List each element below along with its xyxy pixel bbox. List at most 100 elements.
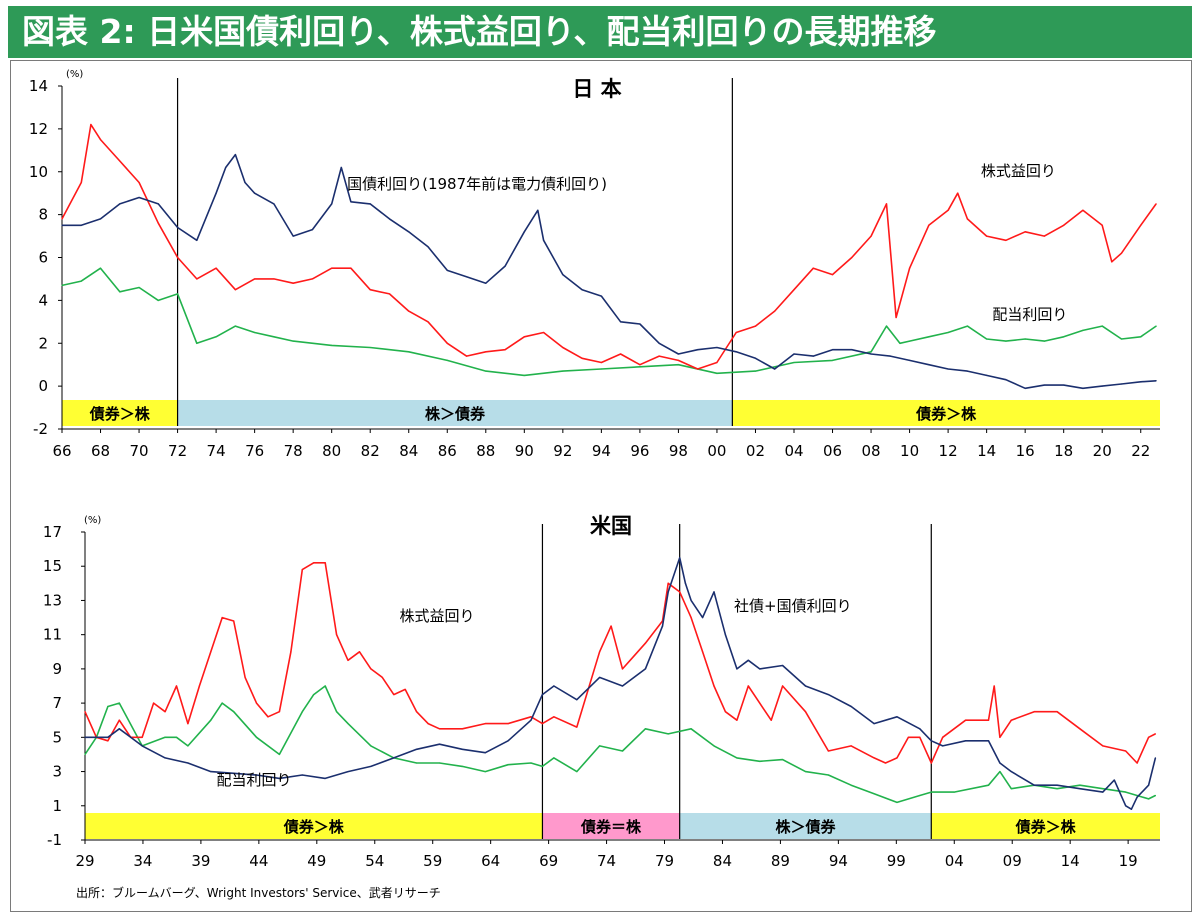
data-point — [393, 757, 395, 759]
data-point — [658, 355, 660, 357]
data-point — [827, 774, 829, 776]
data-point — [292, 340, 294, 342]
data-point — [175, 685, 178, 687]
data-point — [870, 235, 872, 237]
data-point — [1079, 728, 1081, 730]
x-tick-label: 64 — [481, 852, 500, 870]
x-tick-label: 94 — [829, 852, 848, 870]
data-point — [416, 711, 418, 713]
data-point — [484, 752, 486, 754]
data-point — [347, 770, 349, 773]
data-point — [278, 777, 281, 780]
data-point — [198, 685, 200, 687]
data-point — [107, 740, 109, 742]
data-point — [157, 299, 159, 301]
data-point — [221, 702, 223, 704]
data-point — [292, 282, 294, 284]
data-point — [523, 374, 525, 377]
data-point — [851, 256, 853, 259]
data-point — [119, 203, 121, 205]
data-point — [311, 278, 314, 280]
regime-band — [931, 813, 1160, 839]
data-point — [381, 676, 383, 679]
data-point — [576, 699, 578, 701]
data-point — [485, 282, 487, 284]
x-tick-label: 92 — [553, 442, 572, 460]
series-line-earnings — [84, 562, 1156, 764]
data-point — [713, 591, 715, 593]
data-point — [542, 331, 545, 334]
data-point — [899, 342, 901, 344]
series-line-dividend — [84, 685, 1156, 804]
data-point — [1010, 770, 1012, 773]
regime-label: 債券＝株 — [580, 818, 642, 836]
x-tick-label: 84 — [399, 442, 418, 460]
data-point — [928, 336, 930, 338]
x-tick-label: 59 — [423, 852, 442, 870]
data-point — [644, 668, 646, 670]
y-tick-label: -1 — [47, 831, 62, 849]
data-point — [446, 269, 448, 271]
x-tick-label: 82 — [361, 442, 380, 460]
data-point — [254, 278, 256, 280]
data-point — [851, 349, 853, 351]
x-tick-label: 84 — [713, 852, 732, 870]
data-point — [1102, 791, 1104, 793]
data-point — [639, 323, 641, 325]
data-point — [661, 625, 664, 627]
data-point — [254, 192, 256, 194]
data-point — [119, 291, 121, 293]
data-point — [196, 239, 198, 241]
y-tick-label: 8 — [38, 206, 48, 224]
data-point — [118, 728, 120, 730]
data-point — [620, 353, 622, 355]
data-point — [600, 295, 602, 297]
data-point — [210, 719, 212, 721]
data-point — [999, 762, 1001, 764]
data-point — [523, 231, 525, 233]
x-tick-label: 00 — [707, 442, 726, 460]
series-annotation: 配当利回り — [992, 306, 1067, 324]
data-point — [335, 634, 338, 636]
data-point — [759, 760, 761, 762]
data-point — [885, 325, 888, 327]
data-point — [724, 711, 727, 713]
data-point — [427, 321, 429, 323]
data-point — [716, 361, 718, 364]
data-point — [244, 181, 246, 184]
data-point — [679, 591, 681, 593]
data-point — [966, 370, 968, 372]
data-point — [446, 342, 448, 344]
data-point — [690, 616, 692, 619]
regime-band — [62, 400, 178, 426]
data-point — [99, 218, 102, 220]
y-tick-label: 14 — [29, 77, 48, 95]
data-point — [267, 716, 269, 718]
data-point — [1043, 384, 1046, 386]
regime-band — [542, 813, 680, 839]
data-point — [255, 702, 258, 704]
y-tick-label: 10 — [29, 163, 48, 181]
data-point — [697, 368, 699, 370]
data-point — [542, 239, 545, 241]
data-point — [1140, 336, 1142, 338]
x-tick-label: 98 — [669, 442, 688, 460]
data-point — [782, 685, 784, 687]
regime-band — [679, 813, 932, 839]
x-tick-label: 12 — [939, 442, 958, 460]
data-point — [947, 368, 949, 370]
data-point — [438, 743, 441, 745]
data-point — [340, 166, 342, 169]
data-point — [530, 762, 532, 764]
data-point — [610, 625, 612, 627]
x-tick-label: 74 — [207, 442, 226, 460]
data-point — [1063, 224, 1065, 226]
series-annotation: 国債利回り(1987年前は電力債利回り) — [347, 175, 607, 193]
data-point — [107, 736, 109, 738]
series-annotation: 株式益回り — [399, 607, 474, 625]
data-point — [504, 265, 506, 267]
data-point — [290, 651, 292, 653]
data-point — [335, 711, 338, 713]
data-point — [84, 736, 86, 738]
data-point — [930, 791, 932, 793]
